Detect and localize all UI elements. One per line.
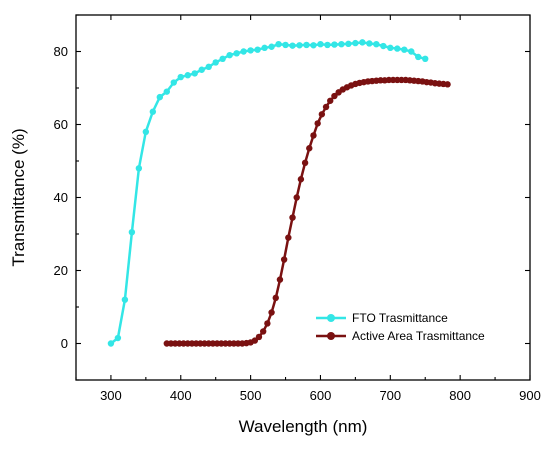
data-point — [255, 333, 263, 341]
data-point — [240, 48, 247, 55]
data-point — [327, 97, 334, 104]
data-point — [251, 337, 259, 344]
data-point — [276, 276, 284, 283]
data-point — [212, 59, 219, 66]
series-layer — [107, 39, 451, 347]
series-2 — [163, 76, 451, 347]
legend-item: Active Area Trasmittance — [316, 329, 485, 343]
data-point — [408, 48, 415, 55]
data-point — [415, 53, 422, 61]
data-point — [331, 41, 338, 48]
data-point — [280, 256, 288, 263]
data-point — [289, 214, 296, 221]
y-tick-label: 0 — [61, 336, 68, 351]
data-point — [331, 92, 338, 100]
x-tick-label: 400 — [170, 388, 192, 403]
y-tick-label: 60 — [54, 117, 68, 132]
x-tick-label: 600 — [310, 388, 332, 403]
plot-frame — [75, 14, 531, 381]
x-tick-label: 900 — [519, 388, 541, 403]
data-point — [317, 41, 324, 48]
data-point — [254, 46, 261, 53]
data-point — [306, 145, 313, 152]
data-point — [128, 228, 136, 236]
data-point — [296, 42, 303, 49]
data-point — [285, 234, 292, 241]
data-point — [373, 41, 380, 48]
y-axis-label: Transmittance (%) — [9, 128, 28, 266]
data-point — [293, 194, 300, 201]
data-point — [275, 41, 282, 48]
data-point — [233, 50, 240, 57]
data-point — [264, 320, 271, 327]
data-point — [322, 103, 330, 111]
data-point — [314, 120, 321, 127]
y-tick-label: 20 — [54, 263, 68, 278]
axis-ticks: 300 400 500 600 700 800 900 0 20 40 60 80 — [54, 14, 541, 403]
data-point — [324, 41, 331, 49]
x-tick-label: 700 — [379, 388, 401, 403]
legend-label: Active Area Trasmittance — [352, 329, 485, 343]
data-point — [107, 340, 115, 347]
legend: FTO Trasmittance Active Area Trasmittance — [316, 311, 485, 343]
data-point — [387, 44, 394, 52]
x-tick-label: 300 — [100, 388, 122, 403]
data-point — [359, 39, 366, 46]
data-point — [135, 165, 143, 172]
data-point — [289, 42, 296, 49]
legend-marker — [327, 332, 335, 340]
data-point — [444, 81, 451, 88]
data-point — [259, 328, 267, 335]
data-point — [282, 41, 289, 49]
data-point — [422, 55, 429, 62]
series-1 — [107, 39, 429, 347]
data-point — [352, 39, 359, 47]
data-point — [163, 88, 170, 95]
legend-item: FTO Trasmittance — [316, 311, 448, 325]
data-point — [318, 111, 326, 118]
data-point — [380, 42, 387, 50]
series-line — [110, 41, 426, 345]
data-point — [268, 43, 275, 50]
data-point — [121, 296, 129, 303]
x-tick-label: 500 — [240, 388, 262, 403]
data-point — [338, 41, 345, 48]
data-point — [303, 41, 310, 49]
data-point — [310, 42, 317, 49]
legend-marker — [327, 314, 335, 322]
data-point — [177, 73, 184, 81]
x-axis-label: Wavelength (nm) — [239, 417, 368, 436]
data-point — [301, 159, 309, 167]
data-point — [297, 176, 305, 183]
data-point — [366, 40, 373, 47]
data-point — [198, 66, 205, 73]
data-point — [184, 72, 191, 79]
data-point — [226, 51, 233, 59]
data-point — [156, 93, 164, 101]
data-point — [247, 47, 254, 54]
data-point — [170, 79, 177, 86]
data-point — [272, 294, 279, 302]
data-point — [191, 70, 198, 77]
data-point — [114, 334, 122, 342]
data-point — [205, 63, 212, 71]
data-point — [219, 55, 226, 62]
y-tick-label: 80 — [54, 44, 68, 59]
data-point — [345, 40, 352, 48]
data-point — [149, 108, 157, 115]
series-line — [166, 78, 448, 345]
data-point — [261, 44, 268, 52]
y-tick-label: 40 — [54, 190, 68, 205]
legend-label: FTO Trasmittance — [352, 311, 448, 325]
data-point — [268, 309, 275, 316]
data-point — [310, 132, 317, 139]
data-point — [401, 46, 408, 53]
data-point — [142, 128, 150, 135]
plot-border — [75, 14, 531, 381]
x-tick-label: 800 — [449, 388, 471, 403]
data-point — [394, 45, 401, 52]
